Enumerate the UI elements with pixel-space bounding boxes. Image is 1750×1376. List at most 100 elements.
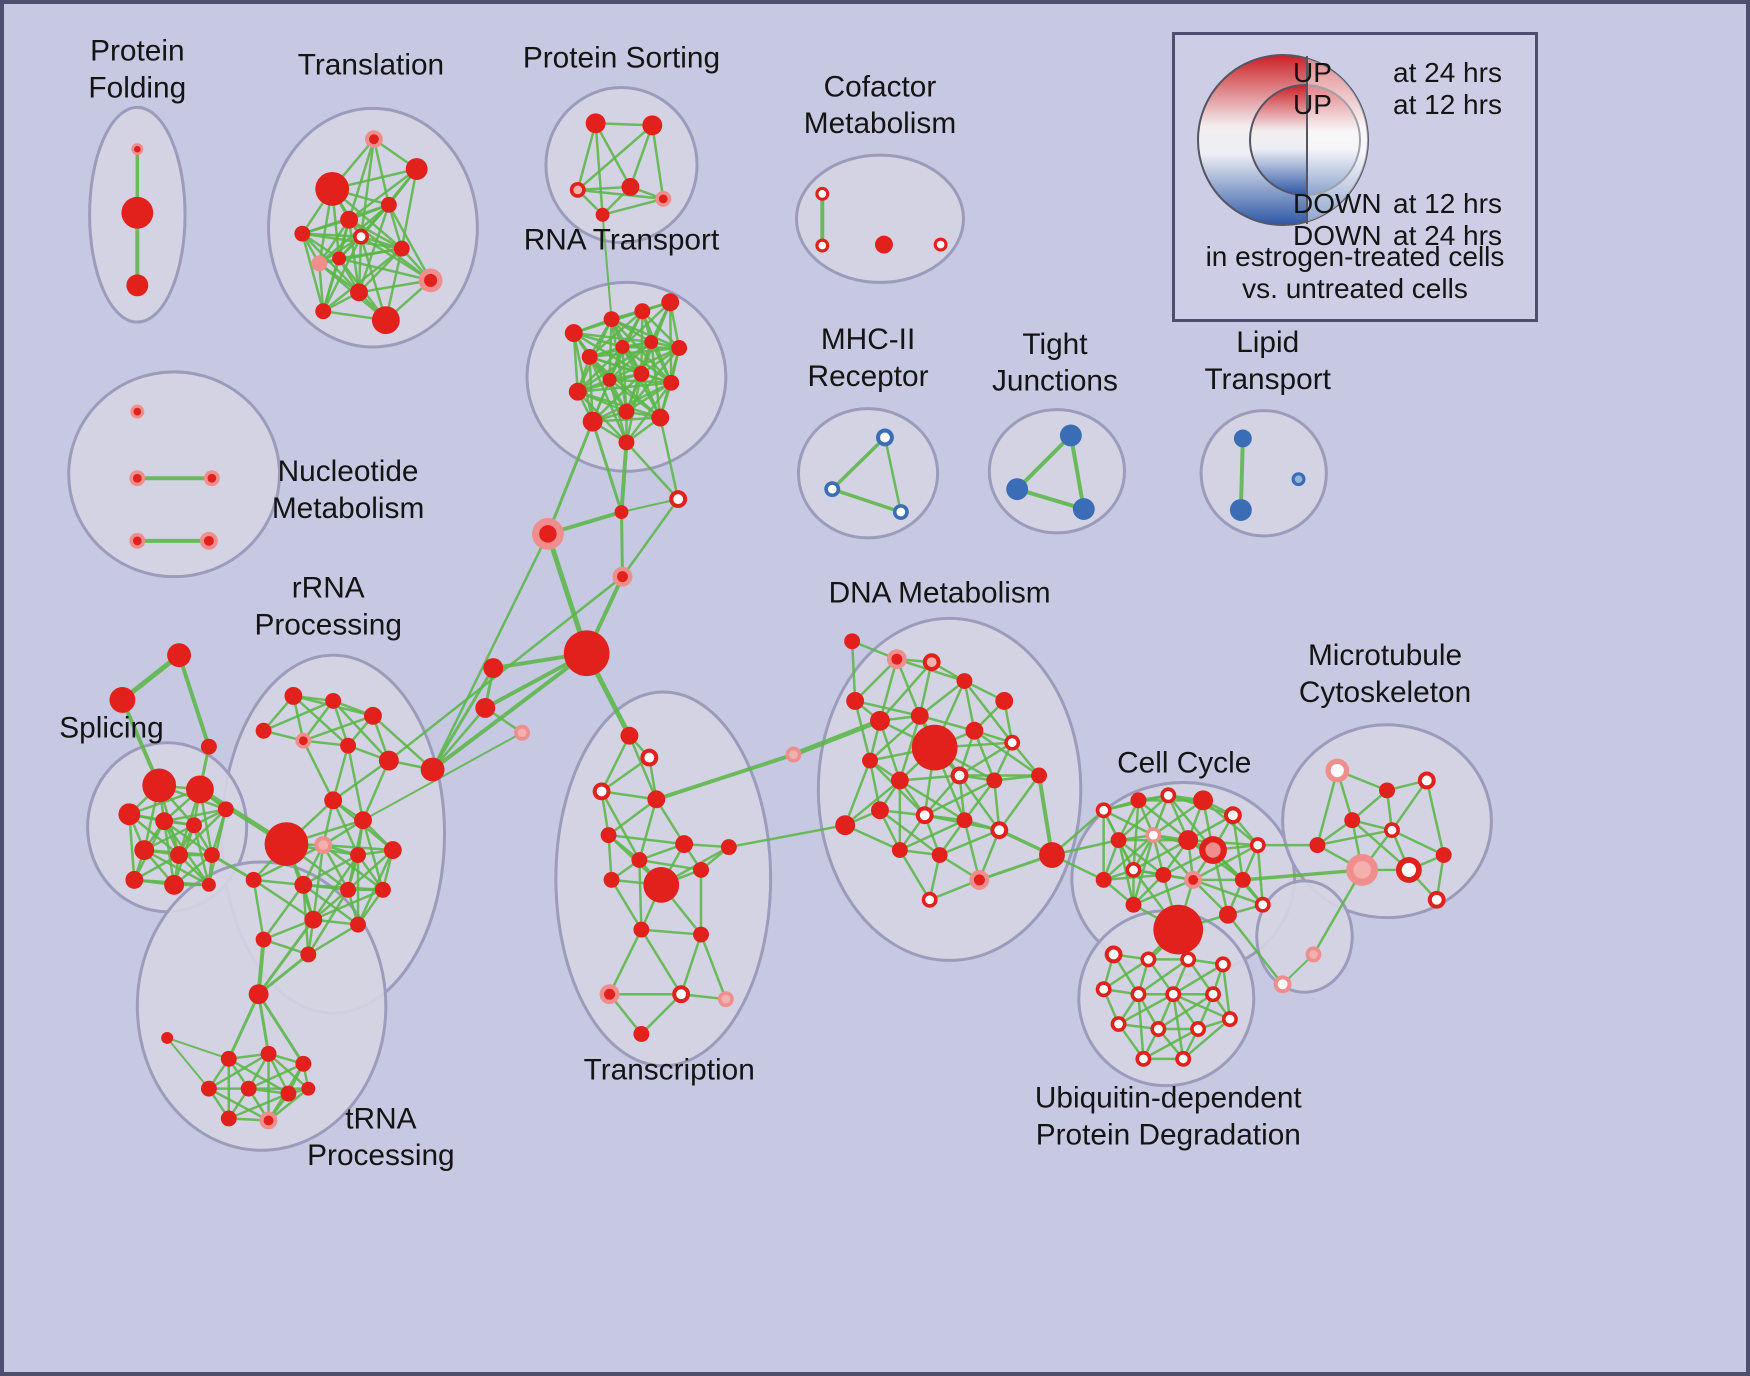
node-rr15 [294, 875, 313, 894]
node-tj1 [1006, 478, 1029, 501]
edge [610, 878, 643, 931]
node-sp3 [155, 812, 174, 831]
node-center-sm1 [1309, 950, 1318, 959]
node-center-dm19 [994, 825, 1005, 836]
edge [898, 818, 966, 852]
edge [312, 888, 385, 921]
edge [262, 699, 335, 732]
node-tc5 [675, 835, 694, 854]
node-center-t0 [673, 494, 684, 505]
node-tn0 [248, 984, 269, 1005]
node-tn3 [260, 1045, 277, 1062]
legend-row-up-12: UP at 12 hrs [1293, 89, 1502, 121]
edge [166, 1036, 210, 1090]
node-sp2 [118, 803, 141, 826]
node-rr17 [374, 881, 391, 898]
edge [1172, 992, 1185, 1061]
edge [1068, 433, 1086, 512]
cluster-label-nucleotide-metabolism: Nucleotide [278, 455, 419, 488]
edge [608, 346, 681, 382]
edge [883, 436, 903, 514]
cluster-label-protein-folding: Protein [90, 35, 184, 68]
node-dm7 [910, 706, 929, 725]
edge [321, 247, 404, 313]
edge [898, 848, 931, 902]
edge [1132, 833, 1155, 906]
node-rt4 [581, 348, 598, 365]
edge [923, 779, 996, 817]
edge [302, 853, 360, 887]
node-t5 [483, 658, 504, 679]
edge [938, 828, 1001, 857]
edge [312, 843, 325, 921]
edge [607, 833, 686, 846]
node-cc8 [1178, 830, 1199, 851]
node-center-ub12 [1139, 1054, 1148, 1064]
node-rr10 [354, 811, 372, 830]
node-t4 [563, 630, 610, 677]
edge [898, 774, 961, 782]
node-center-mt0 [1330, 763, 1344, 778]
edge [128, 813, 136, 882]
node-center-nm0 [133, 407, 142, 416]
node-rt10 [633, 365, 650, 382]
cluster-label-lipid-transport: Lipid [1236, 326, 1299, 359]
node-tn10 [301, 1081, 316, 1096]
edge [387, 203, 432, 282]
node-center-nm4 [203, 535, 214, 546]
edge [640, 992, 683, 1036]
node-tn6 [240, 1080, 257, 1097]
cluster-label-rrna-processing: rRNA [292, 572, 365, 605]
edge [628, 734, 658, 801]
node-mt1 [1379, 782, 1395, 799]
node-center-dm1 [891, 653, 903, 665]
node-center-dm10 [1007, 738, 1017, 748]
edge [1191, 843, 1260, 882]
cluster-label-rna-transport: RNA Transport [524, 224, 720, 257]
node-f1 [109, 687, 136, 713]
edge [1157, 992, 1215, 1031]
edge [621, 301, 672, 349]
node-cc12 [1155, 866, 1172, 883]
node-center-mt6 [1401, 862, 1416, 878]
node-tr4 [340, 210, 359, 229]
cluster-label-mhc-ii-receptor: Receptor [808, 360, 929, 393]
edge [610, 317, 681, 350]
node-tn4 [295, 1055, 312, 1072]
node-rt5 [615, 340, 630, 354]
legend-term: UP [1293, 57, 1332, 88]
edge [963, 679, 1014, 744]
cluster-label-microtubule-cytoskeleton: Cytoskeleton [1299, 676, 1471, 709]
cluster-label-cofactor-metabolism: Cofactor [824, 70, 937, 103]
cluster-ellipse-mhc-ii-receptor [796, 407, 940, 540]
edge [1037, 773, 1054, 858]
node-rt15 [618, 434, 635, 451]
edge [359, 137, 376, 238]
node-center-cc7 [1148, 830, 1158, 840]
edge [301, 232, 325, 313]
edge [668, 301, 673, 385]
node-tj0 [1059, 424, 1082, 447]
edge [302, 699, 335, 742]
node-center-nm1 [132, 473, 142, 483]
node-center-dm24 [925, 895, 935, 905]
node-tn8 [220, 1110, 237, 1127]
cluster-ellipse-tight-junctions [987, 408, 1127, 535]
edge [1132, 799, 1140, 872]
edge [307, 923, 360, 956]
edge [629, 124, 654, 189]
node-rr1 [325, 692, 342, 709]
edge [162, 808, 228, 823]
legend-row-up-24: UP at 24 hrs [1293, 57, 1502, 89]
edge [843, 823, 902, 852]
node-ps0 [585, 113, 606, 134]
edge [1102, 958, 1150, 991]
edge [252, 878, 265, 941]
legend-term: UP [1293, 89, 1332, 120]
edge [247, 1062, 305, 1090]
node-tc7 [643, 866, 680, 903]
legend-time: at 12 hrs [1393, 89, 1502, 120]
cluster-label-translation: Translation [298, 49, 444, 82]
node-center-mt2 [1421, 775, 1432, 786]
node-ps1 [642, 115, 663, 136]
